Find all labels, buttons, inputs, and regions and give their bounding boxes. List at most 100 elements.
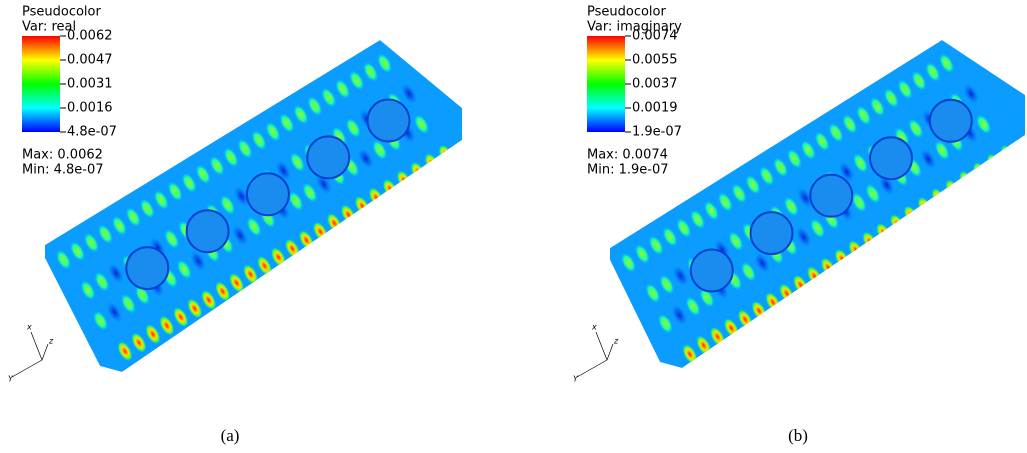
caption: (a) <box>221 426 240 445</box>
hole <box>125 246 170 291</box>
field-blob <box>181 172 197 193</box>
field-blob <box>209 155 225 176</box>
field-blob <box>69 241 86 262</box>
hole <box>928 98 973 143</box>
field-blob <box>246 216 262 237</box>
field-blob <box>800 140 816 161</box>
field-blob <box>190 250 206 271</box>
field-blob <box>939 53 955 74</box>
field-blob <box>349 70 365 91</box>
field-blob <box>92 310 109 331</box>
field-blob <box>810 218 826 239</box>
colorbar <box>587 36 625 132</box>
colorbar <box>22 36 60 132</box>
field-blob <box>120 293 136 314</box>
field-blob <box>865 183 881 204</box>
field-blob <box>657 313 673 334</box>
field-blob <box>139 198 155 219</box>
caption: (b) <box>788 426 808 445</box>
field-blob <box>671 305 687 325</box>
field-blob <box>243 264 259 285</box>
field-blob <box>648 235 664 256</box>
field-blob <box>83 232 100 253</box>
field-blob <box>176 259 192 280</box>
field-blob <box>233 186 250 207</box>
field-blob <box>740 261 756 282</box>
legend-min: Min: 4.8e-07 <box>22 163 104 178</box>
field-blob <box>195 164 211 185</box>
field-blob <box>358 148 374 169</box>
field-blob <box>963 83 979 104</box>
field-blob <box>377 53 393 74</box>
field-blob <box>934 140 950 161</box>
axis-y <box>11 359 43 378</box>
field-blob <box>265 121 281 142</box>
field-blob <box>908 118 924 139</box>
field-render <box>610 40 1025 368</box>
field-blob <box>685 296 701 317</box>
legend-max: Max: 0.0074 <box>587 148 668 163</box>
field-blob <box>814 131 830 152</box>
field-blob <box>682 344 698 365</box>
axis-y-label: Y <box>573 375 579 384</box>
field-blob <box>335 78 351 99</box>
field-blob <box>662 226 678 247</box>
hole <box>749 211 794 256</box>
field-blob <box>728 231 744 252</box>
field-blob <box>215 281 231 302</box>
field-blob <box>842 114 858 135</box>
hole <box>245 172 290 217</box>
axis-z-label: z <box>613 337 619 346</box>
field-blob <box>401 83 417 104</box>
field-blob <box>673 265 689 286</box>
field-blob <box>293 104 309 125</box>
axis-z <box>606 343 614 361</box>
field-blob <box>187 298 203 319</box>
field-blob <box>703 200 720 221</box>
field-blob <box>108 263 124 284</box>
field-blob <box>869 96 886 117</box>
colorbar-label: 1.9e-07 <box>632 125 682 140</box>
field-blob <box>413 114 430 135</box>
field-blob <box>131 332 147 353</box>
field-blob <box>232 225 248 246</box>
colorbar-label: 0.0037 <box>632 77 678 92</box>
field-blob <box>173 307 189 328</box>
field-blob <box>279 113 295 134</box>
field-blob <box>307 96 323 117</box>
axis-x-label: x <box>26 323 32 332</box>
field-blob <box>363 61 379 82</box>
colorbar-label: 0.0019 <box>632 101 678 116</box>
field-blob <box>321 87 337 108</box>
field-blob <box>925 62 941 83</box>
field-blob <box>229 272 245 293</box>
field-blob <box>745 174 761 195</box>
field-blob <box>201 289 217 310</box>
legend-title: Pseudocolor <box>22 5 101 20</box>
field-blob <box>883 88 899 109</box>
field-blob <box>773 157 789 178</box>
axis-x-label: x <box>591 323 597 332</box>
field-blob <box>134 285 150 306</box>
axis-y <box>576 359 608 378</box>
colorbar-label: 0.0055 <box>632 53 678 68</box>
hole <box>366 98 411 143</box>
field-blob <box>117 341 133 362</box>
field-blob <box>80 280 96 301</box>
field-blob <box>786 148 803 169</box>
field-blob <box>620 252 637 273</box>
field-blob <box>345 117 361 138</box>
field-blob <box>164 229 180 249</box>
colorbar-label: 0.0016 <box>67 101 113 116</box>
axis-x <box>595 331 608 361</box>
legend-variable: Var: imaginary <box>587 20 682 35</box>
hole <box>185 209 230 254</box>
field-blob <box>851 192 867 213</box>
field-blob <box>783 196 799 217</box>
field-blob <box>223 147 239 168</box>
field-blob <box>797 187 813 208</box>
field-blob <box>167 181 183 202</box>
field-blob <box>759 166 775 187</box>
field-blob <box>856 105 872 126</box>
field-blob <box>289 152 305 173</box>
